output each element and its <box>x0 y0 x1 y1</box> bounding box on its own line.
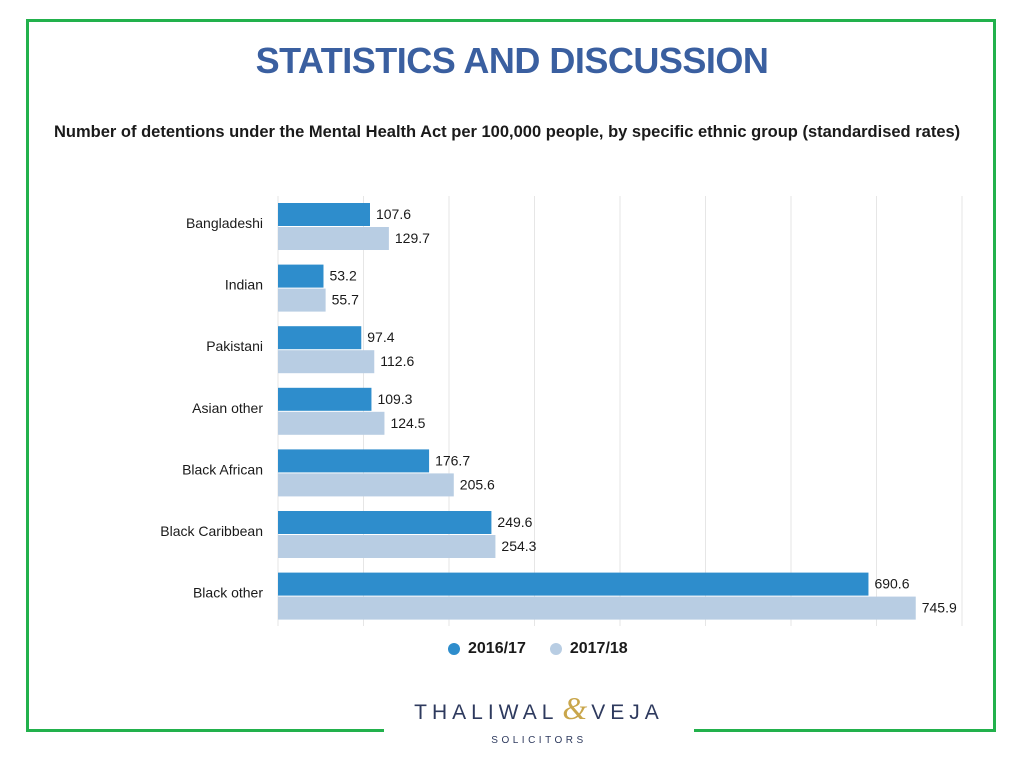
data-label: 107.6 <box>376 206 411 222</box>
logo-ampersand: & <box>562 690 588 726</box>
legend-label-2017: 2017/18 <box>569 640 628 657</box>
data-label: 55.7 <box>332 292 359 308</box>
slide-title: STATISTICS AND DISCUSSION <box>255 40 769 81</box>
data-label: 249.6 <box>497 514 532 530</box>
data-label: 97.4 <box>367 329 394 345</box>
bar <box>278 449 430 473</box>
bar <box>278 203 370 226</box>
category-label: Pakistani <box>206 338 263 354</box>
data-label: 109.3 <box>377 391 412 407</box>
logo-subtitle: SOLICITORS <box>491 735 587 746</box>
logo-left-word: THALIWAL <box>414 701 559 724</box>
bar <box>278 473 454 497</box>
category-label: Asian other <box>192 400 263 416</box>
legend-label-2016: 2016/17 <box>468 640 526 657</box>
bar <box>278 264 324 288</box>
data-label: 124.5 <box>390 415 425 431</box>
bar <box>278 511 492 534</box>
category-label: Black African <box>182 461 263 477</box>
data-label: 690.6 <box>874 576 909 592</box>
category-label: Indian <box>225 277 263 293</box>
data-label: 745.9 <box>922 600 957 616</box>
company-logo: THALIWAL & VEJA SOLICITORS <box>384 690 694 750</box>
bar <box>278 411 385 435</box>
legend-dot-2017 <box>549 643 562 655</box>
legend-item-2017: 2017/18 <box>549 640 628 658</box>
category-label: Black Caribbean <box>160 523 263 539</box>
data-label: 53.2 <box>329 268 356 284</box>
logo-wordmark: THALIWAL & VEJA <box>384 690 694 731</box>
logo-frame-gap <box>384 720 694 744</box>
bar <box>278 596 916 620</box>
chart-title: Number of detentions under the Mental He… <box>54 123 961 141</box>
data-label: 176.7 <box>435 452 470 468</box>
legend-dot-2016 <box>448 643 460 655</box>
legend-item-2016: 2016/17 <box>448 640 526 658</box>
bar <box>278 227 389 250</box>
bar <box>278 387 372 411</box>
bar <box>278 572 869 596</box>
data-label: 254.3 <box>501 538 536 554</box>
logo-right-word: VEJA <box>591 701 664 724</box>
bar <box>278 326 362 350</box>
category-label: Black other <box>193 585 263 601</box>
chart-legend: 2016/17 2017/18 <box>448 640 652 658</box>
data-label: 112.6 <box>380 353 414 369</box>
data-label: 205.6 <box>460 476 495 492</box>
bar <box>278 350 375 374</box>
data-label: 129.7 <box>395 230 430 246</box>
bar <box>278 288 326 312</box>
bar <box>278 535 496 558</box>
category-label: Bangladeshi <box>186 215 263 231</box>
